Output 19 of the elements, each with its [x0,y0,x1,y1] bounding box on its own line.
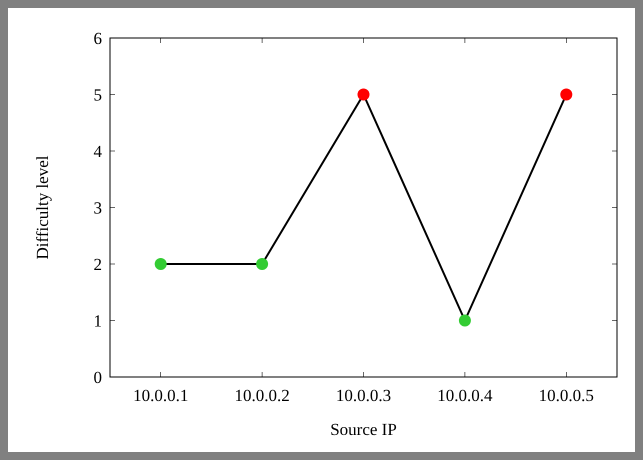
y-tick-label: 5 [94,85,102,104]
x-axis-title: Source IP [330,420,397,439]
y-tick-label: 3 [94,198,102,218]
y-tick-label: 4 [94,142,102,161]
y-tick-label: 6 [94,28,102,48]
y-tick-label: 1 [94,311,102,330]
point [256,258,268,270]
x-tick-label: 10.0.0.1 [133,386,188,405]
x-tick-label: 10.0.0.5 [538,386,594,405]
y-axis-title: Difficulty level [33,155,52,260]
x-tick-label: 10.0.0.2 [234,386,290,405]
point [560,88,572,100]
point [154,258,167,270]
point [458,314,471,326]
y-tick-label: 0 [94,368,102,387]
x-tick-label: 10.0.0.3 [336,386,392,405]
y-tick-label: 2 [94,254,102,274]
x-tick-label: 10.0.0.4 [437,386,494,405]
point [358,88,370,100]
